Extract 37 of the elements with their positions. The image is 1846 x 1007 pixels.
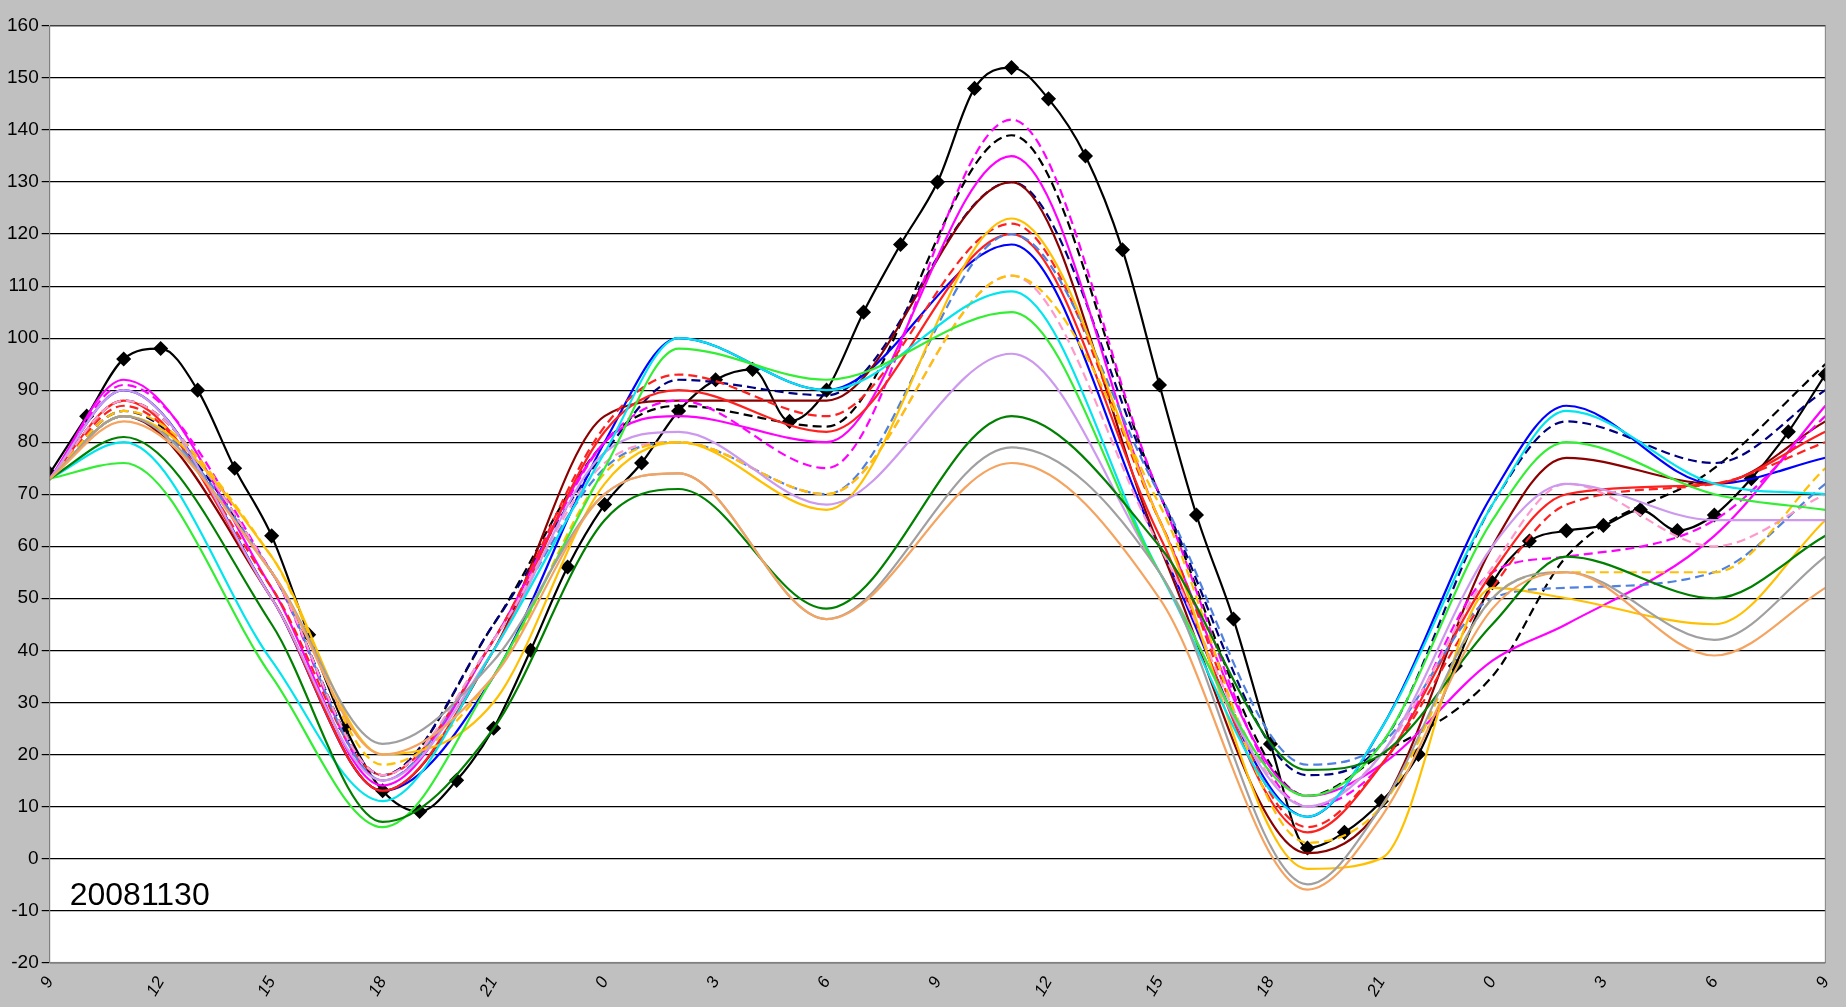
y-tick-label: 160 xyxy=(7,14,39,36)
x-tick-label: 12 xyxy=(142,972,169,1000)
x-tick-label: 3 xyxy=(1589,972,1612,992)
x-tick-label: 6 xyxy=(812,972,835,992)
y-tick-label: 40 xyxy=(17,638,39,660)
y-tick-label: 20 xyxy=(17,742,39,764)
x-tick-label: 15 xyxy=(253,972,280,1000)
y-tick-label: 10 xyxy=(17,794,39,816)
y-tick-label: 80 xyxy=(17,430,39,452)
y-tick-label: 70 xyxy=(17,482,39,504)
y-tick-label: -20 xyxy=(11,950,39,972)
x-tick-label: 15 xyxy=(1141,972,1168,1000)
x-tick-label: 12 xyxy=(1030,972,1057,1000)
y-tick-label: 30 xyxy=(17,690,39,712)
y-tick-label: 50 xyxy=(17,586,39,608)
x-tick-label: 21 xyxy=(1362,973,1389,1001)
x-tick-label: 18 xyxy=(1252,972,1279,1000)
y-tick-label: 130 xyxy=(7,170,39,192)
x-tick-label: 21 xyxy=(474,973,502,1001)
x-tick-label: 6 xyxy=(1700,972,1723,992)
x-tick-label: 9 xyxy=(923,972,946,992)
y-tick-label: 100 xyxy=(7,326,39,348)
y-tick-label: 120 xyxy=(7,222,39,244)
y-tick-label: 60 xyxy=(17,534,39,556)
y-tick-label: 140 xyxy=(7,118,39,140)
y-tick-label: -10 xyxy=(11,898,39,920)
x-tick-label: 9 xyxy=(36,972,58,992)
annotation: 20081130 xyxy=(69,876,210,913)
x-tick-label: 9 xyxy=(1811,972,1834,992)
x-tick-label: 3 xyxy=(701,972,724,992)
y-tick-label: 90 xyxy=(17,378,39,400)
x-tick-label: 18 xyxy=(364,972,391,1000)
x-tick-label: 0 xyxy=(1478,972,1501,992)
y-tick-label: 150 xyxy=(7,66,39,88)
x-tick-label: 0 xyxy=(590,972,613,992)
y-tick-label: 0 xyxy=(28,846,39,868)
y-tick-label: 110 xyxy=(8,274,39,296)
